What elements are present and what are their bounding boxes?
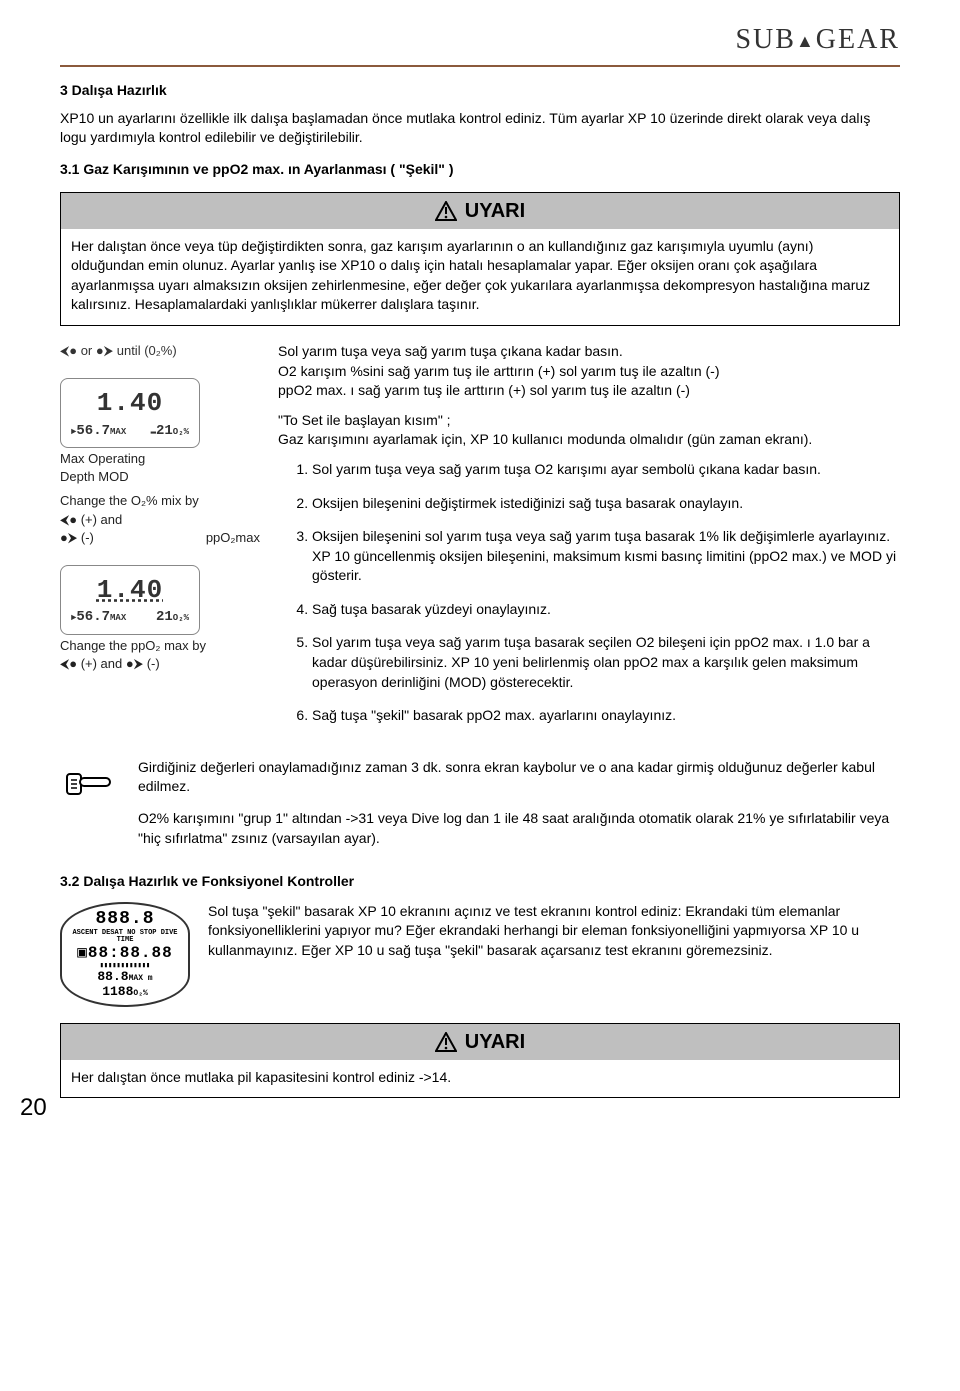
logo-text-1: SUB — [735, 24, 795, 55]
warning-box-2: UYARI Her dalıştan önce mutlaka pil kapa… — [60, 1023, 900, 1099]
lcd1-value-top: 1.40 — [67, 385, 193, 421]
functional-check-text: Sol tuşa "şekil" basarak XP 10 ekranını … — [208, 902, 900, 973]
fig2-line5: ●⮞ (-) — [60, 529, 122, 547]
full-lcd-r1: 888.8 — [72, 910, 178, 930]
note-1: Girdiğiniz değerleri onaylamadığınız zam… — [138, 758, 900, 797]
instr-p2: O2 karışım %sini sağ yarım tuş ile arttı… — [278, 362, 900, 382]
full-lcd-figure: 888.8 ASCENT DESAT NO STOP DIVE TIME ▣88… — [60, 902, 190, 1007]
warning-label-2: UYARI — [465, 1028, 525, 1056]
logo-text-2: GEAR — [816, 24, 900, 55]
instr-li1: Sol yarım tuşa veya sağ yarım tuşa O2 ka… — [312, 460, 900, 480]
logo-triangle-icon: ▲ — [796, 31, 816, 51]
fig2-line2: Depth MOD — [60, 468, 260, 486]
note-text: Girdiğiniz değerleri onaylamadığınız zam… — [138, 758, 900, 860]
lcd2-right: 21 — [156, 609, 173, 625]
section-3-2-title: 3.2 Dalışa Hazırlık ve Fonksiyonel Kontr… — [60, 872, 900, 892]
instr-p1: Sol yarım tuşa veya sağ yarım tuşa çıkan… — [278, 342, 900, 362]
note-2: O2% karışımını "grup 1" altından ->31 ve… — [138, 809, 900, 848]
fig1-caption-text: ⮜● or ●⮞ until (0₂%) — [60, 343, 177, 358]
functional-check-row: 888.8 ASCENT DESAT NO STOP DIVE TIME ▣88… — [60, 902, 900, 1007]
header-divider — [60, 65, 900, 67]
lcd1-left-sup: MAX — [110, 427, 126, 437]
fig3-line2: ⮜● (+) and ●⮞ (-) — [60, 655, 260, 673]
lcd2-left: 56.7 — [76, 609, 110, 625]
figure-1-caption: ⮜● or ●⮞ until (0₂%) — [60, 342, 260, 360]
warning-box-1: UYARI Her dalıştan önce veya tüp değişti… — [60, 192, 900, 326]
section-3-paragraph: XP10 un ayarlarını özellikle ilk dalışa … — [60, 109, 900, 148]
note-row: Girdiğiniz değerleri onaylamadığınız zam… — [60, 758, 900, 860]
instr-li5: Sol yarım tuşa veya sağ yarım tuşa basar… — [312, 633, 900, 692]
figure-lcd-2: 1.40 ►56.7MAX 21O₂% Change the ppO₂ max … — [60, 565, 260, 673]
instruction-text-column: Sol yarım tuşa veya sağ yarım tuşa çıkan… — [278, 342, 900, 740]
warning-body-text: Her dalıştan önce veya tüp değiştirdikte… — [61, 229, 899, 325]
full-lcd-r2: ASCENT DESAT NO STOP DIVE TIME — [72, 930, 178, 945]
lcd1-left: 56.7 — [76, 423, 110, 439]
fig2-line3: Change the O₂% mix by — [60, 492, 260, 510]
instr-p5: Gaz karışımını ayarlamak için, XP 10 kul… — [278, 430, 900, 450]
warning-body-text-2: Her dalıştan önce mutlaka pil kapasitesi… — [61, 1060, 899, 1098]
full-lcd-r5a: 88.8 — [97, 969, 128, 984]
section-3-title: 3 Dalışa Hazırlık — [60, 81, 900, 101]
figure-lcd-1: 1.40 ►56.7MAX ▬21O₂% Max Operating Depth… — [60, 378, 260, 547]
instr-p3: ppO2 max. ı sağ yarım tuş ile arttırın (… — [278, 381, 900, 401]
fig2-line4: ⮜● (+) and — [60, 511, 122, 529]
warning-triangle-icon — [435, 1032, 457, 1052]
instr-li2: Oksijen bileşenini değiştirmek istediğin… — [312, 494, 900, 514]
section-3-1-title: 3.1 Gaz Karışımının ve ppO2 max. ın Ayar… — [60, 160, 900, 180]
s32-p1: Sol tuşa "şekil" basarak XP 10 ekranını … — [208, 902, 900, 961]
pointing-hand-icon — [60, 758, 120, 808]
full-lcd-r5b: 1188 — [102, 984, 133, 999]
warning-triangle-icon — [435, 201, 457, 221]
page-number: 20 — [20, 1091, 47, 1125]
instr-li3: Oksijen bileşenini sol yarım tuşa veya s… — [312, 527, 900, 586]
warning-header-2: UYARI — [61, 1024, 899, 1060]
fig3-line1: Change the ppO₂ max by — [60, 637, 260, 655]
instruction-columns: ⮜● or ●⮞ until (0₂%) 1.40 ►56.7MAX ▬21O₂… — [60, 342, 900, 740]
instr-p4: "To Set ile başlayan kısım" ; — [278, 411, 900, 431]
instr-li6: Sağ tuşa "şekil" basarak ppO2 max. ayarl… — [312, 706, 900, 726]
figure-column: ⮜● or ●⮞ until (0₂%) 1.40 ►56.7MAX ▬21O₂… — [60, 342, 260, 740]
full-lcd-r3: 88:88.88 — [88, 944, 173, 962]
page-logo: SUB▲GEAR — [60, 20, 900, 59]
warning-label: UYARI — [465, 197, 525, 225]
lcd1-right-sup: O₂% — [173, 427, 189, 437]
lcd2-value-top: 1.40 — [67, 572, 193, 608]
fig2-line1: Max Operating — [60, 450, 260, 468]
warning-header: UYARI — [61, 193, 899, 229]
instr-li4: Sağ tuşa basarak yüzdeyi onaylayınız. — [312, 600, 900, 620]
lcd1-right: 21 — [156, 423, 173, 439]
fig2-right: ppO₂max — [206, 529, 260, 547]
